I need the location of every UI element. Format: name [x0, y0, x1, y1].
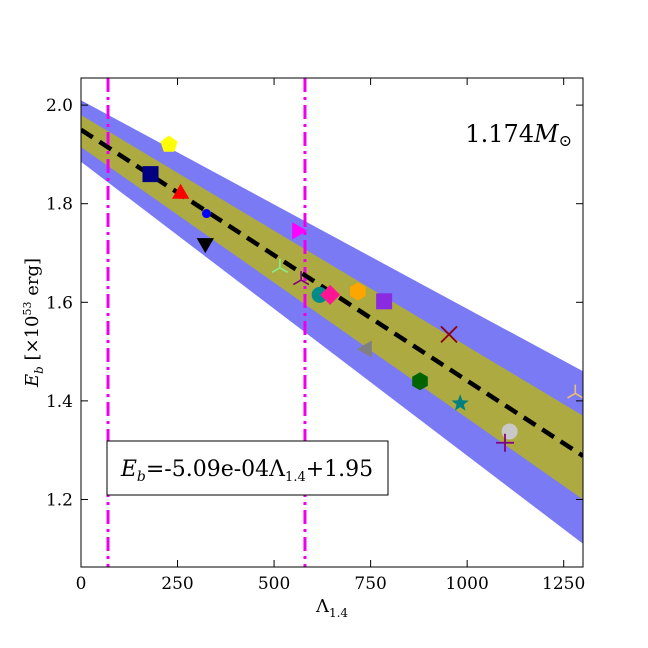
data-point-17 [495, 433, 514, 452]
mass-symbol: M [533, 120, 560, 148]
data-point-11 [376, 293, 393, 310]
data-point-6 [271, 258, 289, 273]
data-point-18 [567, 384, 583, 399]
y-tick-label-1: 1.4 [46, 392, 73, 412]
y-axis-label-part-0: E [22, 374, 43, 388]
y-axis-label-part-1: b [32, 366, 46, 374]
axes-frame [80, 77, 584, 568]
x-tick-label-0: 0 [76, 574, 87, 594]
data-point-15 [451, 394, 469, 411]
data-point-10 [350, 282, 366, 301]
mass-annotation: 1.174M⊙ [465, 120, 572, 150]
y-axis-label-part-2: [×10 [22, 315, 43, 366]
data-point-13 [356, 340, 372, 358]
x-tick-label-2: 500 [258, 574, 290, 594]
text-layer: 0 250 500 750 1000 12501.21.41.61.82.0Λ1.4Eb … [21, 96, 585, 620]
x-tick-label-4: 1000 [446, 574, 489, 594]
y-tick-label-3: 1.8 [46, 195, 73, 215]
y-tick-label-4: 2.0 [46, 96, 73, 116]
data-point-9 [320, 284, 341, 305]
data-point-3 [202, 209, 211, 219]
data-point-4 [196, 238, 214, 254]
axes [80, 77, 584, 568]
data-point-2 [172, 183, 190, 199]
y-tick-label-0: 1.2 [46, 490, 73, 510]
data-point-1 [142, 166, 159, 183]
data-point-16 [501, 423, 518, 440]
x-tick-label-1: 250 [161, 574, 193, 594]
data-point-14 [412, 372, 428, 391]
equation-box [106, 440, 389, 496]
data-point-0 [160, 135, 178, 152]
x-axis-label-main: Λ [315, 596, 330, 617]
sun-symbol: ⊙ [559, 131, 572, 150]
x-axis-label: Λ1.4 [315, 596, 348, 620]
plot-area [81, 78, 583, 567]
data-point-5 [292, 222, 308, 240]
equation-part-0: E [120, 457, 137, 482]
y-tick-label-2: 1.6 [46, 293, 73, 313]
equation-part-3: 1.4 [285, 470, 306, 485]
equation-label: Eb=-5.09e-04Λ1.4+1.95 [120, 457, 373, 485]
x-axis-label-sub: 1.4 [329, 606, 348, 620]
data-point-7 [292, 271, 310, 286]
y-axis-label: Eb [×1053 erg] [21, 258, 46, 388]
y-axis-label-group: Eb [×1053 erg] [21, 258, 46, 388]
x-tick-label-3: 750 [354, 574, 386, 594]
y-axis-label-part-4: erg] [22, 258, 43, 302]
equation-part-4: +1.95 [306, 457, 373, 482]
data-point-8 [311, 286, 328, 303]
data-point-12 [440, 325, 458, 343]
y-axis-label-part-3: 53 [21, 301, 34, 315]
equation-part-1: b [137, 469, 146, 485]
x-tick-label-5: 1250 [542, 574, 585, 594]
equation-part-2: =-5.09e-04Λ [146, 457, 286, 482]
mass-value: 1.174 [465, 120, 534, 148]
